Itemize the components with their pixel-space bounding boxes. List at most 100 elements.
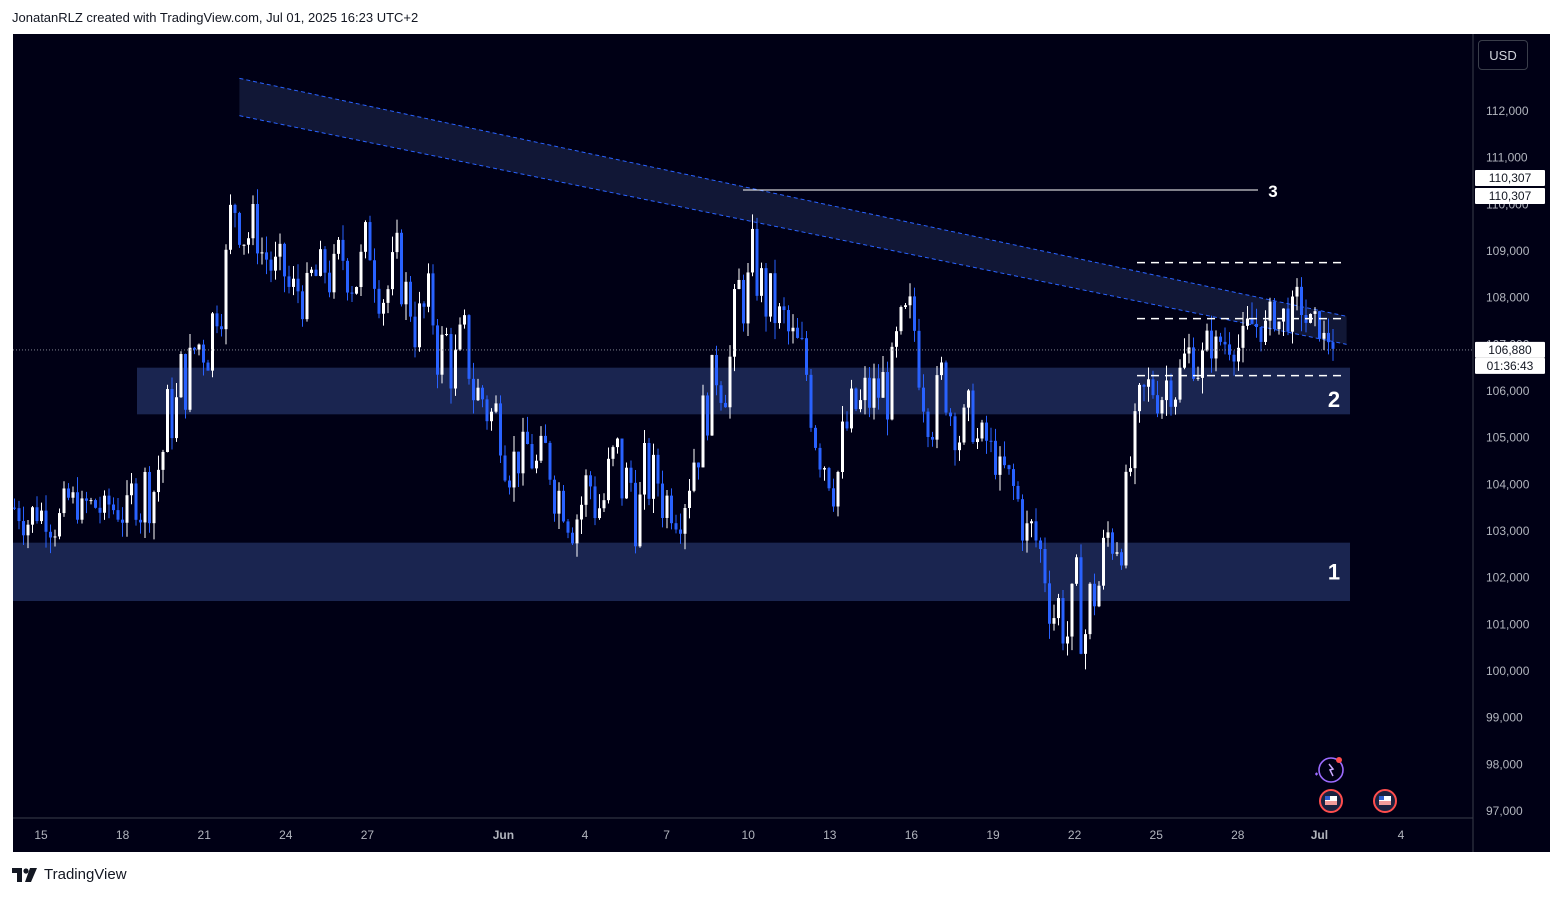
- candle-body: [89, 500, 93, 502]
- candle-body: [494, 403, 498, 412]
- candle-body: [611, 447, 615, 459]
- price-label-box: [1475, 170, 1545, 187]
- candle-body: [341, 239, 345, 261]
- candle-body: [427, 273, 430, 307]
- candle-body: [1151, 379, 1155, 396]
- time-tick-label: 4: [582, 828, 589, 842]
- us-flag-event-icon[interactable]: [1373, 789, 1397, 813]
- candle-body: [548, 442, 552, 480]
- candle-body: [1025, 523, 1029, 541]
- candle-body: [328, 272, 331, 293]
- axis-layer: 112,000111,000110,000109,000108,000107,0…: [13, 34, 1530, 852]
- currency-button[interactable]: USD: [1478, 40, 1528, 70]
- zone-1: [13, 542, 1350, 601]
- candle-body: [323, 249, 327, 273]
- candle-body: [197, 344, 201, 350]
- candle-body: [1084, 634, 1087, 654]
- candle-body: [598, 508, 601, 519]
- candle-body: [1093, 583, 1096, 607]
- candle-body: [751, 228, 754, 273]
- candle-body: [931, 436, 934, 440]
- candle-body: [1111, 532, 1114, 554]
- candle-body: [539, 435, 543, 461]
- candle-body: [544, 435, 547, 443]
- candle-body: [1066, 636, 1069, 644]
- candle-body: [1048, 583, 1051, 624]
- candle-body: [193, 347, 196, 350]
- candle-body: [1120, 552, 1123, 566]
- candle-body: [859, 400, 862, 410]
- candle-body: [481, 387, 484, 400]
- candle-body: [944, 362, 948, 413]
- candle-body: [755, 228, 759, 296]
- candle-body: [1156, 395, 1159, 414]
- candle-body: [737, 279, 741, 290]
- candle-body: [1273, 301, 1276, 330]
- zones-layer: [13, 367, 1350, 601]
- candle-body: [589, 475, 592, 487]
- tradingview-brand-text: TradingView: [44, 866, 127, 883]
- candle-body: [697, 462, 700, 468]
- price-chart[interactable]: 112,000111,000110,000109,000108,000107,0…: [13, 34, 1550, 852]
- candle-body: [386, 289, 390, 303]
- candle-body: [724, 402, 727, 408]
- candle-body: [1061, 598, 1065, 644]
- candle-body: [301, 291, 304, 320]
- candle-body: [229, 204, 232, 250]
- time-tick-label: 15: [34, 828, 48, 842]
- candle-body: [778, 306, 781, 324]
- candle-body: [881, 372, 885, 398]
- candle-body: [85, 498, 88, 501]
- candle-body: [1232, 354, 1236, 362]
- zone-2-label: 2: [1328, 387, 1340, 412]
- price-tick-label: 104,000: [1486, 477, 1530, 491]
- candle-body: [1295, 286, 1299, 297]
- candle-body: [467, 315, 471, 379]
- candle-body: [994, 440, 997, 475]
- candle-body: [1300, 286, 1303, 315]
- candle-body: [1268, 301, 1272, 321]
- candle-body: [418, 303, 421, 348]
- candle-body: [971, 390, 975, 443]
- candle-body: [148, 471, 151, 524]
- candle-body: [17, 508, 21, 522]
- candle-body: [710, 354, 714, 436]
- channel-layer: [239, 77, 1347, 345]
- candle-body: [868, 377, 871, 408]
- candle-body: [967, 390, 970, 408]
- candle-body: [1124, 471, 1128, 566]
- candle-body: [319, 249, 322, 276]
- us-flag-event-icon[interactable]: [1319, 789, 1343, 813]
- candle-body: [1205, 330, 1209, 351]
- candle-body: [220, 326, 223, 330]
- price-label-text: 106,880: [1488, 343, 1532, 357]
- candle-body: [1043, 548, 1047, 584]
- candle-body: [1039, 540, 1042, 549]
- candle-body: [805, 338, 808, 375]
- candle-body: [26, 524, 30, 536]
- price-tick-label: 98,000: [1486, 757, 1523, 771]
- tradingview-logo[interactable]: TradingView: [12, 866, 127, 883]
- price-label-box: [1475, 188, 1545, 205]
- time-tick-label: 4: [1398, 828, 1405, 842]
- candle-body: [1214, 336, 1218, 359]
- candle-body: [665, 495, 669, 518]
- ideas-sparkle-icon[interactable]: [1315, 757, 1344, 783]
- chart-frame[interactable]: 112,000111,000110,000109,000108,000107,0…: [13, 34, 1550, 852]
- candle-body: [1079, 557, 1083, 654]
- candle-body: [899, 307, 903, 332]
- candle-body: [584, 475, 588, 505]
- candle-body: [854, 388, 858, 410]
- candle-body: [670, 495, 673, 524]
- price-tick-label: 111,000: [1486, 151, 1528, 165]
- price-tick-label: 102,000: [1486, 571, 1530, 585]
- candle-body: [1147, 379, 1150, 387]
- candle-body: [958, 442, 961, 451]
- time-tick-label: 28: [1231, 828, 1245, 842]
- candle-body: [1237, 347, 1240, 362]
- candle-body: [116, 510, 120, 520]
- candle-body: [625, 467, 628, 499]
- candle-body: [49, 531, 52, 538]
- time-tick-label: Jun: [493, 828, 514, 842]
- candle-body: [647, 443, 651, 499]
